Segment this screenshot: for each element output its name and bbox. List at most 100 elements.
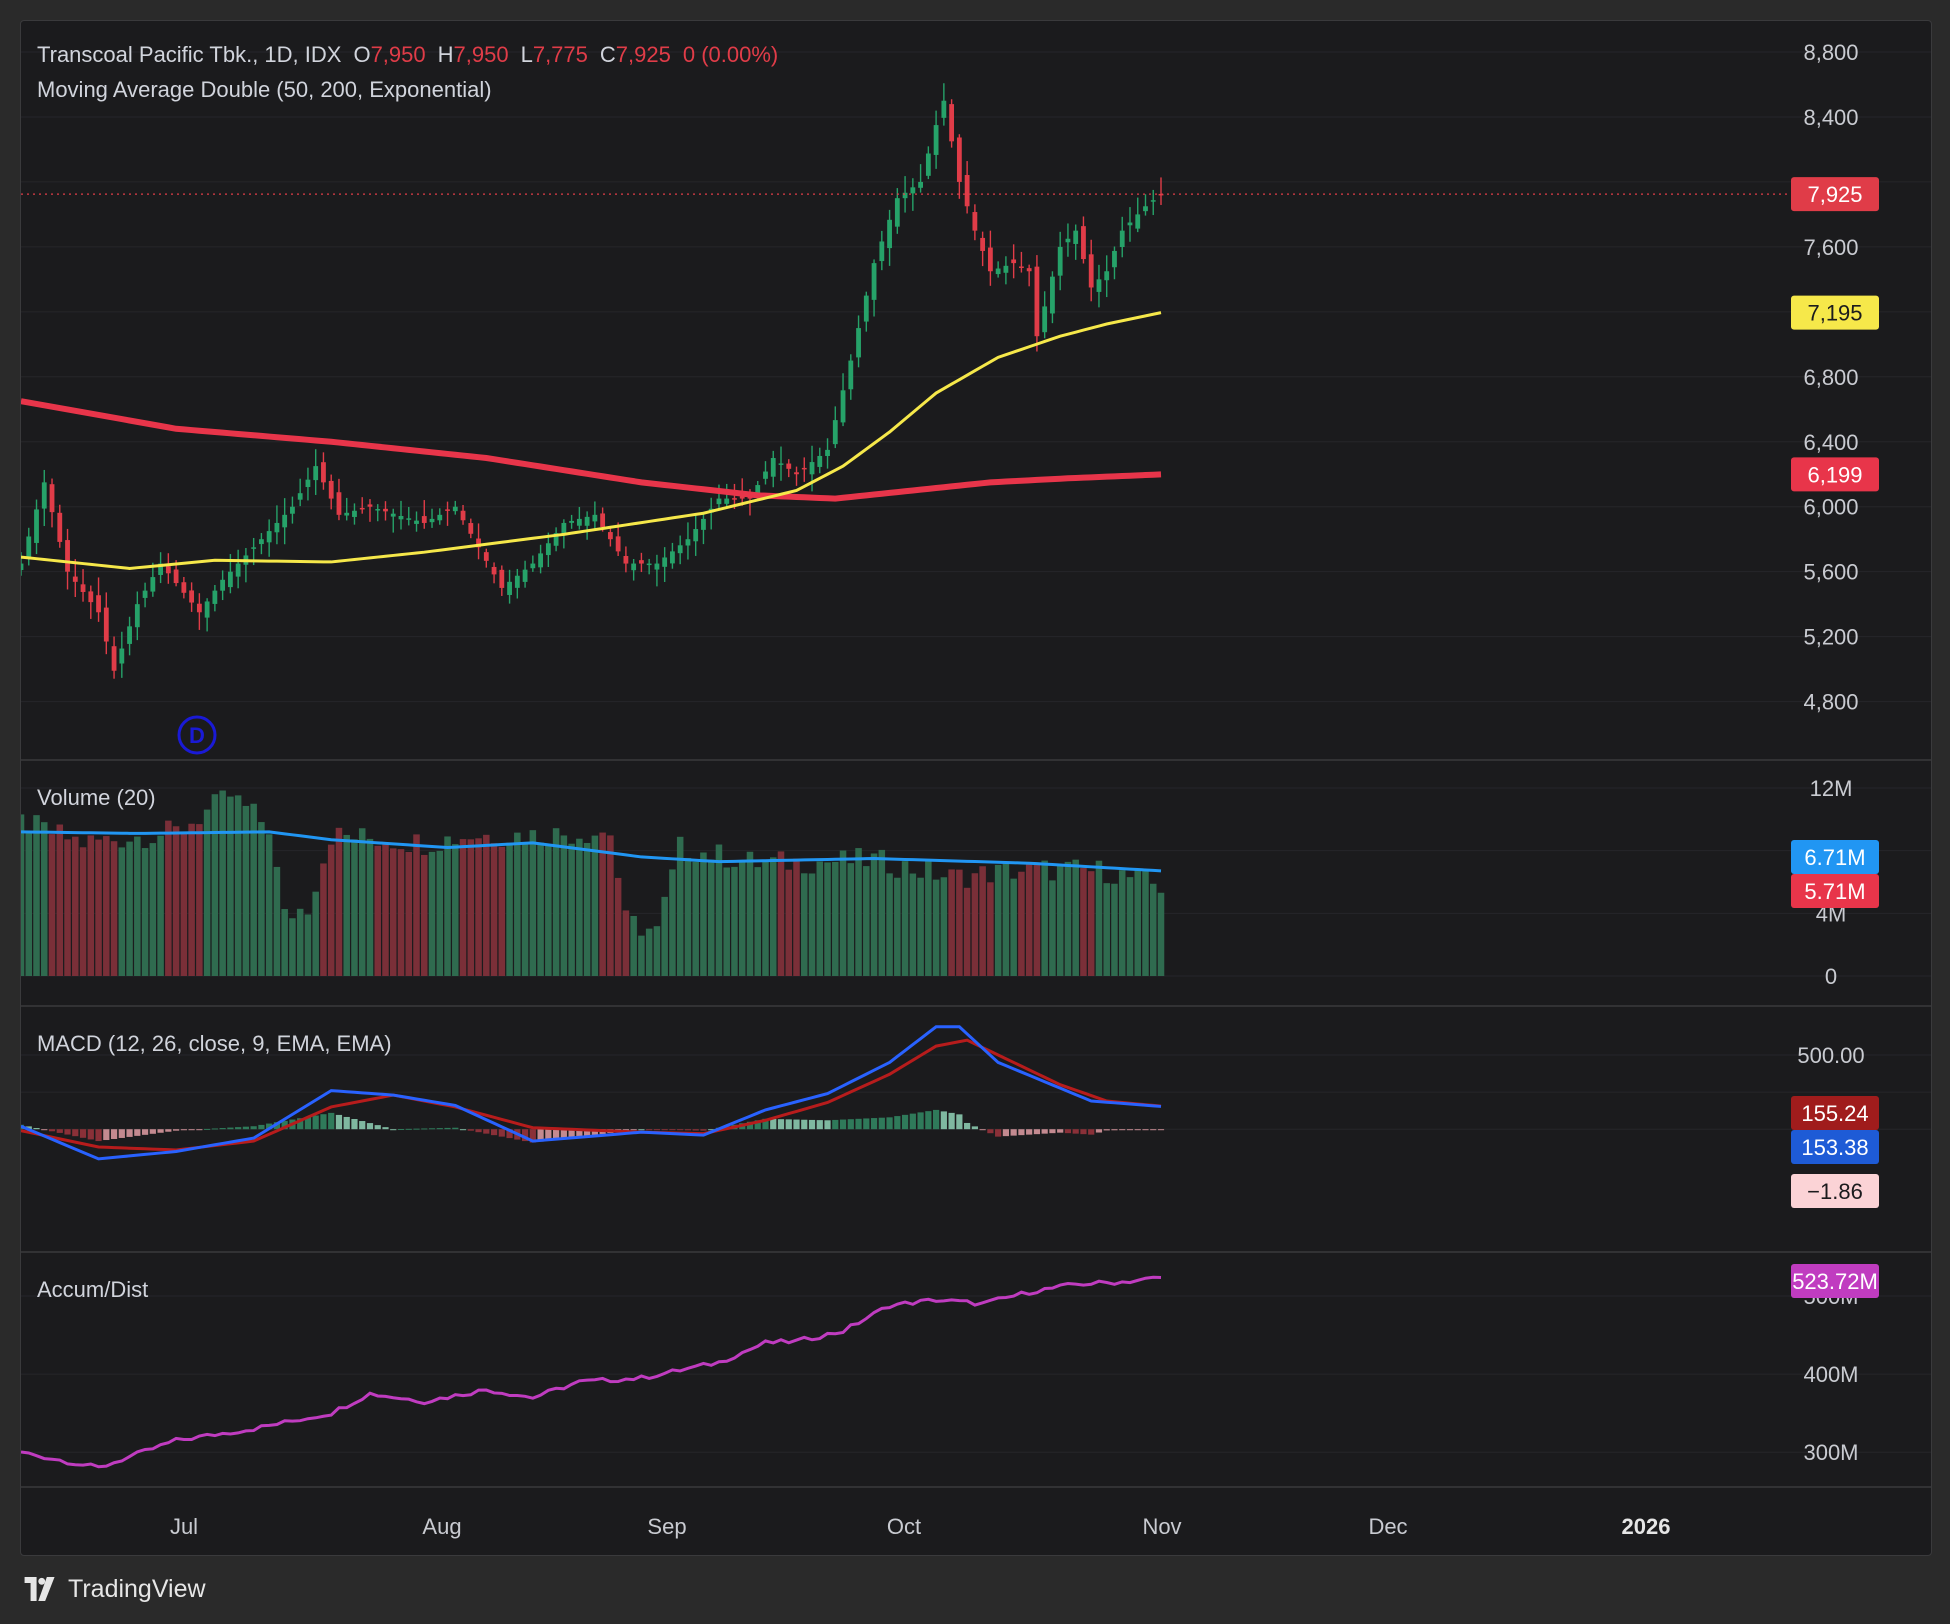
volume-bar [79,847,87,976]
candle-body [189,590,195,603]
candle-body [57,512,63,542]
volume-tick: 12M [1810,776,1853,801]
volume-bar [506,842,513,976]
ad-pane-label[interactable]: Accum/Dist [37,1277,148,1302]
candle-body [235,563,241,577]
volume-bar [1041,860,1048,976]
macd-histogram-bar [141,1129,149,1135]
macd-histogram-bar [1157,1129,1165,1131]
candle-body [887,219,892,249]
macd-histogram-bar [925,1111,932,1130]
macd-histogram-bar [180,1129,187,1131]
candle-body [514,575,520,588]
candle-body [336,492,342,515]
symbol-title: Transcoal Pacific Tbk., 1D, IDX [37,42,342,67]
volume-bar [358,828,366,976]
volume-bar [723,867,730,976]
macd-histogram-bar [1018,1129,1025,1136]
volume-bar [948,869,955,976]
macd-histogram-bar [196,1129,203,1131]
macd-histogram-bar [266,1123,273,1130]
volume-bar [149,843,157,976]
macd-histogram-bar [770,1118,777,1130]
volume-bar [816,861,824,976]
candle-body [1135,214,1141,229]
candle-body [631,563,637,571]
price-axis[interactable]: 8,800 8,400 7,600 6,800 6,400 6,000 5,600 5,200… [1797,40,1864,1465]
volume-bar [707,859,715,976]
macd-histogram-bar [940,1111,947,1130]
volume-bar [118,847,126,976]
dividend-marker-letter: D [189,723,205,748]
candle-body [1088,254,1094,288]
volume-bar [444,836,451,976]
macd-histogram-bar [661,1129,668,1131]
time-axis[interactable]: Jul Aug Sep Oct Nov Dec 2026 [170,1514,1671,1539]
volume-bar [832,861,839,976]
date-label: Nov [1142,1514,1181,1539]
macd-pane-label[interactable]: MACD (12, 26, close, 9, EMA, EMA) [37,1031,392,1056]
volume-bar [428,851,436,976]
macd-histogram-bar [1134,1129,1141,1131]
candle-body [150,577,156,592]
volume-bar [568,843,575,976]
volume-bar [769,857,777,976]
macd-histogram-bar [110,1129,118,1139]
candle-body [173,569,179,584]
macd-histogram-bar [1088,1129,1095,1135]
macd-histogram-bar [103,1129,110,1141]
volume-bar [421,854,428,976]
macd-histogram-bar [258,1124,265,1130]
volume-last-badge-box [1791,874,1879,908]
volume-pane-label[interactable]: Volume (20) [37,785,156,810]
volume-bar [48,834,56,976]
volume-bar [870,853,878,976]
volume-bars [21,790,1165,976]
volume-bar [777,851,785,976]
volume-bar [273,866,281,976]
indicator-legend[interactable]: Moving Average Double (50, 200, Exponent… [37,77,492,102]
grid-layer [21,51,1931,1453]
ema200-badge-text: 6,199 [1807,462,1862,487]
macd-histogram-bar [382,1127,389,1130]
volume-bar [956,869,963,976]
candle-body [328,480,334,499]
date-label: Dec [1368,1514,1407,1539]
macd-histogram-bar [708,1129,715,1131]
volume-bar [95,839,102,976]
macd-histogram-bar [165,1129,172,1132]
volume-bar [940,877,948,976]
macd-histogram-bar [746,1121,754,1130]
macd-histogram-bar [754,1120,761,1130]
macd-histogram-bar [1049,1129,1056,1134]
candle-body [1019,266,1024,268]
footer-brand: TradingView [68,1574,206,1603]
candle-body [576,518,582,526]
volume-bar [793,858,800,976]
candle-body [34,509,39,543]
macd-histogram-bar [816,1120,823,1130]
dividend-marker[interactable]: D [177,715,217,755]
volume-bar [653,926,661,976]
macd-line [21,1025,1162,1161]
volume-bar [436,850,444,976]
volume-bar [87,835,95,976]
candle-body [158,563,163,575]
macd-histogram-bar [553,1129,560,1140]
macd-hist-badge-box [1791,1174,1879,1208]
chart-canvas[interactable]: Transcoal Pacific Tbk., 1D, IDX O7,950 H7,… [21,21,1931,1555]
macd-histogram-bar [366,1123,374,1130]
volume-bar [684,857,692,976]
candle-body [685,539,691,546]
price-tick: 6,800 [1803,365,1858,390]
macd-histogram-bar [428,1128,436,1130]
macd-histogram-bar [227,1127,234,1130]
volume-bar [545,845,552,976]
candle-body [863,295,869,322]
volume-bar [1111,883,1118,976]
candle-body [367,504,373,507]
ad-badge-box [1791,1264,1879,1298]
ema50-badge-box [1791,295,1879,330]
chart-frame[interactable]: Transcoal Pacific Tbk., 1D, IDX O7,950 H7,… [20,20,1932,1556]
macd-histogram-bar [839,1119,847,1130]
